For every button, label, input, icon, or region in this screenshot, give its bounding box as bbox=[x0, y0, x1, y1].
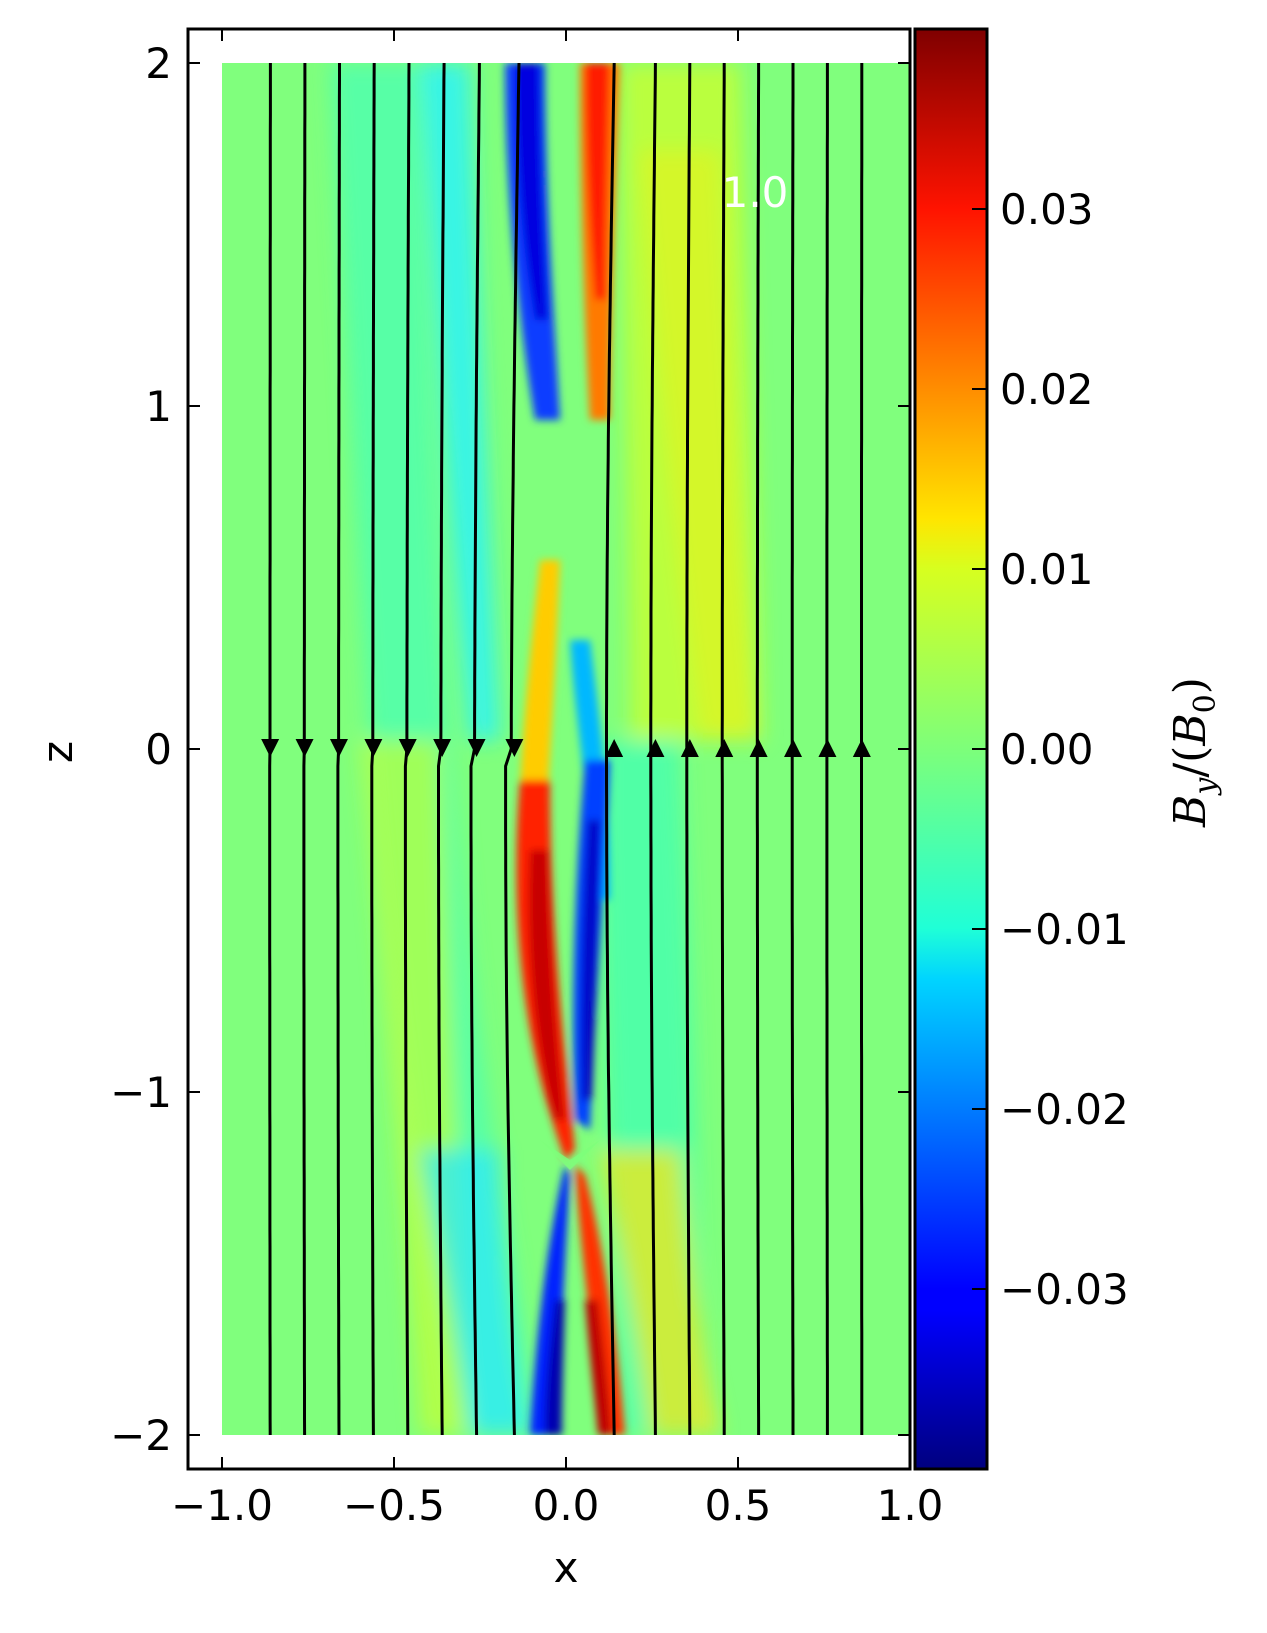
band-right-yellow-top2 bbox=[640, 150, 760, 740]
field-line bbox=[605, 62, 616, 1436]
colorbar-tick-label: −0.03 bbox=[1000, 1265, 1129, 1314]
feature-blue-lobe-core bbox=[581, 820, 600, 1100]
colorbar-tick-label: 0.01 bbox=[1000, 545, 1094, 594]
x-tick-label: 0.5 bbox=[705, 1481, 772, 1530]
field-line-arrow bbox=[398, 739, 417, 757]
field-line-arrow bbox=[261, 739, 280, 757]
colorbar-ticks: 0.03 0.02 0.01 0.00 −0.01 −0.02 −0.03 bbox=[972, 185, 1129, 1314]
y-tick-label: −2 bbox=[110, 1411, 172, 1460]
field-line-arrow bbox=[605, 739, 624, 757]
field-line-arrow bbox=[715, 739, 734, 757]
colorbar-label: By/(B0) bbox=[1165, 677, 1223, 828]
field-line-arrow bbox=[467, 739, 486, 757]
x-tick-label: −0.5 bbox=[343, 1481, 445, 1530]
field-lines bbox=[261, 62, 871, 1436]
field-line-arrow bbox=[852, 739, 871, 757]
field-line-arrow bbox=[364, 739, 383, 757]
field-line-arrow bbox=[505, 739, 524, 757]
colorbar-tick-label: 0.03 bbox=[1000, 185, 1094, 234]
heatmap bbox=[222, 63, 910, 1435]
field-line-arrow bbox=[784, 739, 803, 757]
field-line-arrow bbox=[818, 739, 837, 757]
colorbar-tick-label: −0.02 bbox=[1000, 1085, 1129, 1134]
annotation-label: 1.0 bbox=[722, 168, 789, 217]
feature-top-red-core bbox=[585, 63, 610, 300]
colorbar-tick-label: 0.00 bbox=[1000, 725, 1094, 774]
feature-cusp-light bbox=[540, 1140, 600, 1170]
y-tick-label: −1 bbox=[110, 1068, 172, 1117]
y-axis-label: z bbox=[33, 741, 82, 763]
band-left-cyan-top-inner bbox=[420, 63, 500, 740]
colorbar-tick-label: −0.01 bbox=[1000, 905, 1129, 954]
field-line-arrow bbox=[295, 739, 314, 757]
field-line-arrow bbox=[680, 739, 699, 757]
x-tick-label: 1.0 bbox=[877, 1481, 944, 1530]
x-axis: −1.0 −0.5 0.0 0.5 1.0 bbox=[171, 29, 943, 1530]
x-tick-label: −1.0 bbox=[171, 1481, 273, 1530]
feature-bottom-red-core bbox=[585, 1300, 612, 1435]
x-axis-label: x bbox=[554, 1543, 579, 1592]
field-line-arrow bbox=[329, 739, 348, 757]
field-line-arrow bbox=[433, 739, 452, 757]
field-line-arrow bbox=[749, 739, 768, 757]
feature-red-lobe-core bbox=[528, 850, 565, 1120]
colorbar-tick-label: 0.02 bbox=[1000, 365, 1094, 414]
y-axis: 2 1 0 −1 −2 bbox=[110, 39, 910, 1460]
feature-top-blue-core bbox=[515, 63, 548, 320]
field-line-arrow bbox=[646, 739, 665, 757]
y-tick-label: 1 bbox=[145, 382, 172, 431]
feature-bottom-blue-core bbox=[545, 1300, 565, 1435]
y-tick-label: 0 bbox=[145, 725, 172, 774]
y-tick-label: 2 bbox=[145, 39, 172, 88]
x-tick-label: 0.0 bbox=[533, 1481, 600, 1530]
